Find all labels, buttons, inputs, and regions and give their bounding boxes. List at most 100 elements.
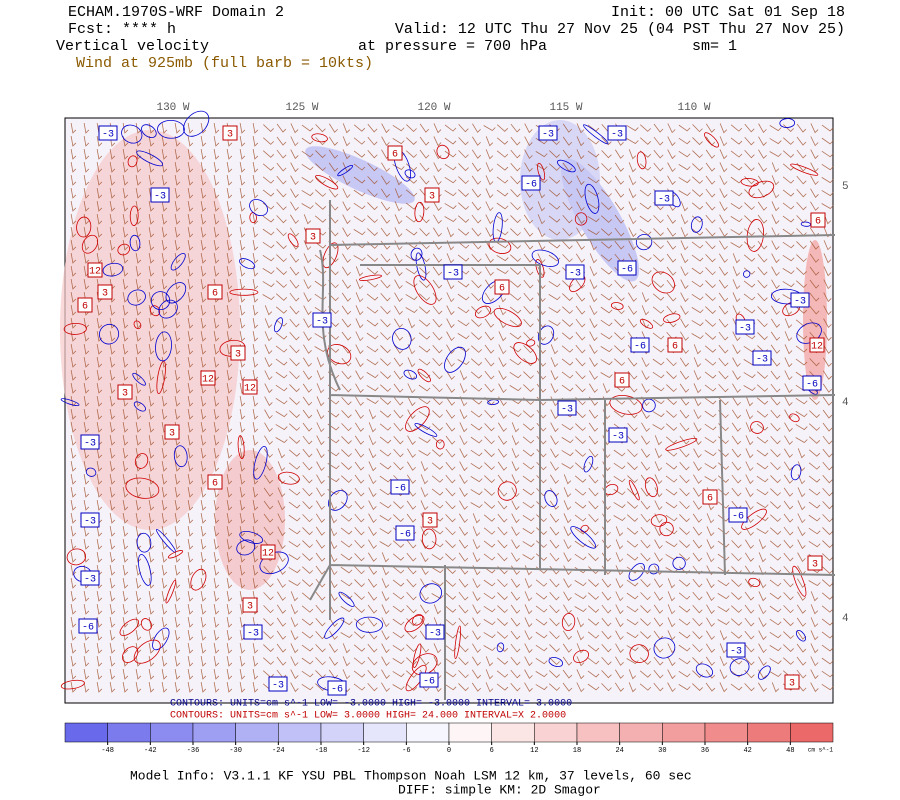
wind-barb [393, 435, 404, 445]
wind-barb [276, 280, 287, 288]
wind-barb [692, 150, 703, 159]
wind-barb [394, 188, 403, 199]
wind-barb [796, 241, 807, 250]
wind-barb [109, 604, 116, 615]
wind-barb [275, 332, 288, 340]
wind-barb [771, 279, 780, 289]
wind-barb [303, 292, 312, 303]
wind-barb [536, 527, 547, 535]
wind-barb [83, 604, 90, 615]
wind-barb [587, 216, 600, 223]
wind-barb [640, 579, 651, 588]
wind-barb [497, 461, 508, 471]
wind-barb [275, 319, 288, 327]
wind-barb [276, 656, 287, 666]
wind-barb [821, 579, 834, 587]
wind-barb [109, 214, 116, 225]
wind-barb [303, 318, 312, 329]
wind-barb [484, 462, 495, 471]
wind-barb [187, 162, 194, 173]
wind-barb [226, 435, 233, 446]
wind-barb [548, 228, 561, 236]
wind-barb [510, 162, 521, 172]
wind-barb [109, 253, 116, 264]
wind-barb [262, 215, 275, 223]
wind-barb [498, 344, 507, 355]
wind-barb [239, 500, 246, 511]
wind-barb [589, 292, 598, 303]
wind-barb [822, 488, 833, 497]
contour [444, 346, 466, 373]
wind-barb [653, 241, 664, 250]
wind-barb [667, 123, 676, 134]
wind-barb [444, 631, 457, 639]
wind-barb [329, 591, 338, 602]
wind-barb [419, 280, 430, 288]
wind-barb [213, 669, 220, 680]
wind-barb [148, 162, 155, 173]
wind-barb [135, 175, 142, 186]
wind-barb [213, 357, 220, 368]
wind-barb [263, 474, 274, 484]
wind-barb [329, 617, 338, 627]
wind-barb [640, 539, 651, 549]
wind-barb [783, 579, 794, 588]
contour [121, 124, 143, 144]
wind-barb [652, 398, 665, 405]
wind-barb [187, 214, 194, 225]
wind-barb [446, 279, 455, 290]
wind-barb [328, 656, 339, 666]
wind-barb [444, 176, 457, 184]
contour [414, 423, 438, 437]
wind-barb [148, 214, 155, 225]
wind-barb [536, 475, 547, 484]
wind-barb [784, 357, 793, 368]
wind-barb [328, 188, 339, 198]
wind-barb [718, 344, 729, 354]
wind-barb [810, 669, 819, 680]
wind-barb [226, 227, 233, 238]
wind-barb [601, 176, 612, 185]
wind-barb [355, 396, 364, 406]
wind-barb [809, 318, 820, 328]
wind-barb [822, 435, 833, 445]
wind-barb [731, 540, 742, 549]
wind-barb [706, 578, 715, 589]
wind-barb [483, 501, 496, 509]
wind-barb [200, 669, 207, 680]
contour-label: 3 [789, 679, 795, 690]
wind-barb [808, 449, 821, 457]
wind-barb [301, 644, 314, 652]
wind-barb [226, 487, 233, 498]
wind-barb [769, 553, 782, 561]
wind-barb [758, 162, 767, 172]
wind-barb [810, 630, 819, 641]
wind-barb [627, 305, 638, 315]
wind-barb [744, 202, 755, 211]
wind-barb [704, 332, 717, 340]
wind-barb [666, 266, 677, 276]
contour-label: 3 [429, 192, 435, 203]
wind-barb [600, 293, 613, 301]
contour [322, 242, 339, 269]
wind-barb [420, 565, 429, 576]
wind-barb [510, 656, 521, 666]
wind-barb [329, 643, 338, 653]
wind-barb [795, 345, 808, 353]
wind-barb [796, 604, 807, 614]
wind-barb [601, 578, 612, 588]
wind-barb [485, 266, 494, 276]
wind-barb [83, 591, 90, 602]
wind-barb [70, 513, 77, 524]
wind-barb [83, 539, 90, 550]
wind-barb [200, 357, 207, 368]
wind-barb [497, 500, 508, 510]
wind-barb [587, 163, 600, 171]
contour-label-box [77, 297, 93, 313]
wind-barb [380, 306, 391, 315]
wind-barb [379, 475, 392, 483]
wind-barb [535, 579, 548, 587]
wind-barb [704, 436, 717, 444]
wind-barb [187, 591, 194, 602]
wind-barb [213, 539, 220, 550]
